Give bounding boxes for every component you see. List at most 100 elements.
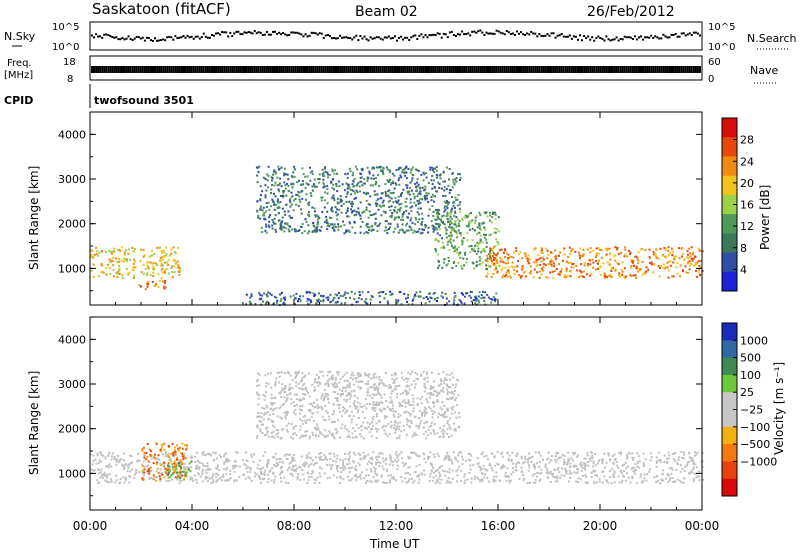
scatter-cell [357, 386, 360, 389]
scatter-cell [319, 455, 322, 458]
scatter-cell [579, 247, 582, 250]
scatter-cell [337, 180, 340, 183]
scatter-cell [687, 261, 690, 264]
scatter-cell [521, 257, 524, 260]
scatter-cell [277, 168, 280, 171]
scatter-cell [538, 480, 541, 482]
scatter-cell [429, 394, 432, 397]
nsky-point [660, 37, 663, 40]
scatter-cell [641, 261, 644, 264]
scatter-cell [443, 405, 446, 407]
scatter-cell [533, 467, 536, 470]
freq-point [292, 66, 295, 73]
scatter-cell [382, 171, 385, 174]
scatter-cell [146, 264, 149, 267]
scatter-cell [353, 389, 356, 392]
scatter-cell [405, 377, 407, 380]
nsky-point [619, 38, 622, 40]
nsky-point [135, 35, 138, 38]
scatter-cell [377, 420, 380, 423]
scatter-cell [559, 251, 562, 254]
scatter-cell [630, 274, 633, 277]
freq-point [469, 66, 472, 73]
scatter-cell [592, 266, 595, 269]
scatter-cell [603, 272, 606, 275]
scatter-cell [603, 273, 606, 276]
scatter-cell [348, 462, 351, 465]
scatter-cell [346, 463, 348, 466]
scatter-cell [177, 459, 180, 461]
scatter-cell [316, 381, 318, 384]
scatter-cell [442, 222, 445, 225]
scatter-cell [302, 295, 305, 298]
scatter-cell [331, 186, 334, 189]
scatter-cell [269, 469, 272, 472]
scatter-cell [320, 294, 322, 297]
scatter-cell [480, 251, 483, 254]
scatter-cell [462, 237, 465, 239]
scatter-cell [169, 254, 171, 257]
scatter-cell [388, 228, 390, 230]
nsky-point [105, 33, 108, 36]
scatter-cell [102, 454, 105, 457]
scatter-cell [293, 228, 296, 231]
freq-point [198, 66, 201, 73]
scatter-cell [372, 174, 375, 177]
scatter-cell [310, 194, 313, 197]
scatter-cell [110, 259, 113, 262]
scatter-cell [549, 271, 552, 274]
scatter-cell [473, 247, 475, 250]
freq-point [239, 66, 242, 73]
scatter-cell [447, 407, 449, 410]
scatter-cell [407, 296, 409, 299]
scatter-cell [358, 212, 361, 215]
nsky-point [194, 35, 197, 38]
scatter-cell [346, 207, 349, 210]
scatter-cell [165, 451, 167, 454]
scatter-cell [674, 258, 677, 261]
scatter-cell [584, 463, 587, 466]
scatter-cell [159, 468, 162, 471]
scatter-cell [694, 255, 697, 258]
scatter-cell [601, 462, 604, 464]
scatter-cell [348, 200, 351, 203]
scatter-cell [292, 469, 295, 472]
cpid-value: twofsound 3501 [94, 94, 194, 107]
scatter-cell [146, 261, 149, 264]
scatter-cell [314, 293, 316, 296]
scatter-cell [390, 460, 393, 463]
nsky-point [93, 36, 95, 39]
scatter-cell [98, 472, 101, 475]
scatter-cell [125, 267, 128, 270]
scatter-cell [308, 476, 310, 478]
scatter-cell [442, 244, 445, 247]
scatter-cell [212, 459, 215, 462]
freq-point [190, 66, 193, 73]
scatter-cell [353, 405, 356, 407]
scatter-cell [370, 480, 373, 483]
scatter-cell [258, 165, 261, 168]
scatter-cell [575, 265, 578, 267]
scatter-cell [308, 204, 311, 207]
scatter-cell [294, 409, 297, 411]
scatter-cell [453, 296, 456, 299]
scatter-cell [635, 482, 638, 485]
scatter-cell [583, 464, 586, 467]
scatter-cell [441, 414, 444, 417]
scatter-cell [444, 410, 447, 413]
scatter-cell [318, 456, 321, 459]
freq-point [186, 66, 189, 73]
scatter-cell [495, 267, 497, 270]
scatter-cell [359, 173, 362, 175]
scatter-cell [596, 481, 598, 484]
scatter-cell [563, 461, 566, 464]
scatter-cell [641, 273, 644, 276]
scatter-cell [476, 241, 479, 244]
scatter-cell [413, 431, 416, 434]
freq-point [162, 66, 165, 73]
scatter-cell [347, 183, 350, 186]
scatter-cell [329, 432, 332, 435]
scatter-cell [335, 460, 337, 463]
scatter-cell [635, 276, 638, 279]
scatter-cell [117, 270, 120, 273]
